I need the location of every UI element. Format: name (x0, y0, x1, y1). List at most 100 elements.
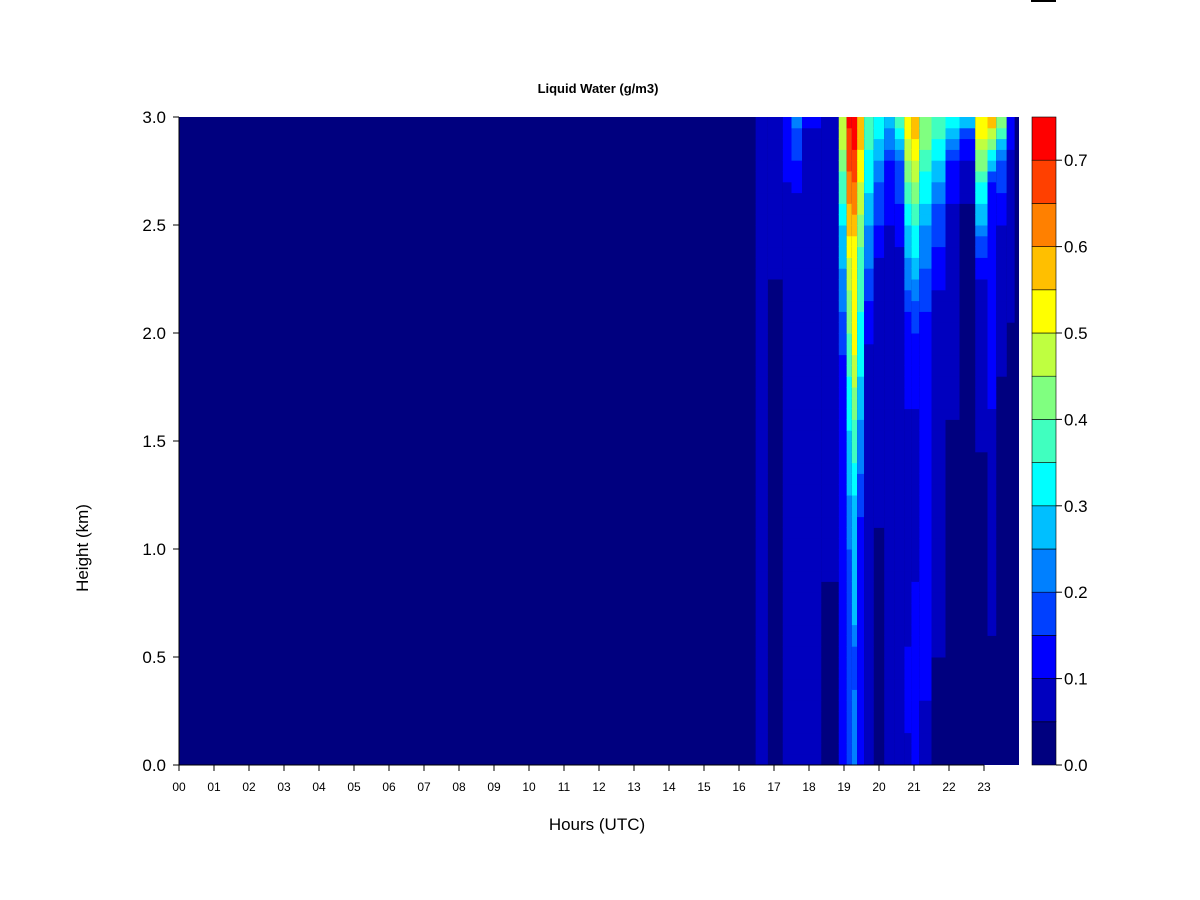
heatmap-cell (884, 559, 895, 572)
heatmap-cell (931, 354, 946, 366)
heatmap-cell (873, 127, 885, 140)
heatmap-cell (884, 311, 895, 323)
heatmap-cell (996, 225, 1007, 237)
heatmap-cell (894, 603, 905, 615)
heatmap-cell (1006, 160, 1015, 172)
colorbar-tick-label: 0.6 (1064, 238, 1088, 257)
heatmap-cell (791, 538, 802, 550)
heatmap-cell (1006, 246, 1015, 258)
heatmap-cell (851, 387, 858, 399)
heatmap-cell (857, 667, 865, 680)
heatmap-cell (838, 257, 847, 269)
heatmap-cell (782, 225, 792, 237)
heatmap-cell (864, 505, 874, 518)
heatmap-cell (894, 624, 905, 636)
heatmap-cell (919, 505, 932, 518)
heatmap-cell (931, 322, 946, 334)
heatmap-cell (851, 646, 858, 658)
heatmap-cell (996, 365, 1007, 377)
heatmap-cell (864, 246, 874, 258)
heatmap-cell (904, 127, 912, 140)
heatmap-cell (864, 462, 874, 474)
heatmap-cell (846, 408, 852, 420)
heatmap-cell (873, 408, 885, 420)
heatmap-cell (851, 667, 858, 680)
heatmap-cell (975, 138, 988, 150)
heatmap-cell (857, 657, 865, 669)
heatmap-cell (894, 441, 905, 453)
heatmap-cell (864, 549, 874, 561)
heatmap-cell (864, 289, 874, 302)
colorbar-swatch (1031, 678, 1057, 723)
heatmap-cell (838, 451, 847, 464)
heatmap-cell (919, 408, 932, 420)
heatmap-cell (996, 117, 1007, 129)
heatmap-cell (846, 678, 852, 690)
heatmap-cell (821, 451, 839, 464)
heatmap-cell (884, 376, 895, 388)
heatmap-cell (755, 160, 768, 172)
heatmap-cell (873, 181, 885, 194)
colorbar-tick-label: 0.5 (1064, 324, 1088, 343)
heatmap-cell (821, 333, 839, 345)
heatmap-cell (864, 603, 874, 615)
heatmap-cell (987, 516, 997, 528)
heatmap-cell (821, 484, 839, 496)
heatmap-cell (755, 505, 768, 518)
heatmap-cell (911, 462, 920, 474)
heatmap-cell (884, 279, 895, 291)
heatmap-cell (987, 354, 997, 366)
heatmap-cell (802, 160, 822, 172)
heatmap-cell (846, 160, 852, 172)
heatmap-cell (846, 149, 852, 161)
heatmap-cell (767, 203, 783, 215)
heatmap-cell (767, 160, 783, 172)
heatmap-cell (821, 549, 839, 561)
heatmap-cell (911, 678, 920, 690)
heatmap-cell (945, 138, 960, 150)
heatmap-cell (838, 333, 847, 345)
heatmap-cell (894, 570, 905, 582)
heatmap-cell (864, 527, 874, 539)
heatmap-cell (975, 300, 988, 312)
heatmap-cell (851, 451, 858, 464)
heatmap-cell (975, 203, 988, 215)
heatmap-cell (911, 732, 920, 744)
heatmap-cell (894, 473, 905, 485)
heatmap-cell (987, 559, 997, 572)
heatmap-cell (931, 559, 946, 572)
heatmap-cell (821, 343, 839, 356)
heatmap-cell (755, 495, 768, 507)
heatmap-cell (884, 246, 895, 258)
heatmap-cell (755, 754, 768, 765)
colorbar-tick-label: 0.4 (1064, 410, 1088, 429)
heatmap-cell (945, 268, 960, 280)
heatmap-cell (931, 214, 946, 226)
heatmap-cell (782, 268, 792, 280)
y-tick-label: 1.0 (142, 540, 166, 559)
heatmap-cell (975, 149, 988, 161)
heatmap-cell (864, 559, 874, 572)
heatmap-cell (987, 441, 997, 453)
heatmap-cell (864, 203, 874, 215)
heatmap-cell (904, 279, 912, 291)
colorbar-swatch (1031, 591, 1057, 636)
heatmap-cell (782, 397, 792, 410)
heatmap-cell (894, 657, 905, 669)
colorbar-swatch (1031, 332, 1057, 377)
heatmap-cell (904, 354, 912, 366)
heatmap-cell (931, 138, 946, 150)
heatmap-cell (782, 689, 792, 701)
heatmap-cell (802, 149, 822, 161)
heatmap-cell (864, 225, 874, 237)
heatmap-cell (987, 279, 997, 291)
heatmap-cell (873, 430, 885, 442)
heatmap-cell (791, 235, 802, 248)
heatmap-cell (894, 754, 905, 765)
heatmap-cell (838, 754, 847, 765)
heatmap-cell (931, 171, 946, 183)
heatmap-cell (846, 397, 852, 410)
heatmap-cell (846, 235, 852, 248)
heatmap-cell (873, 441, 885, 453)
heatmap-cell (782, 408, 792, 420)
